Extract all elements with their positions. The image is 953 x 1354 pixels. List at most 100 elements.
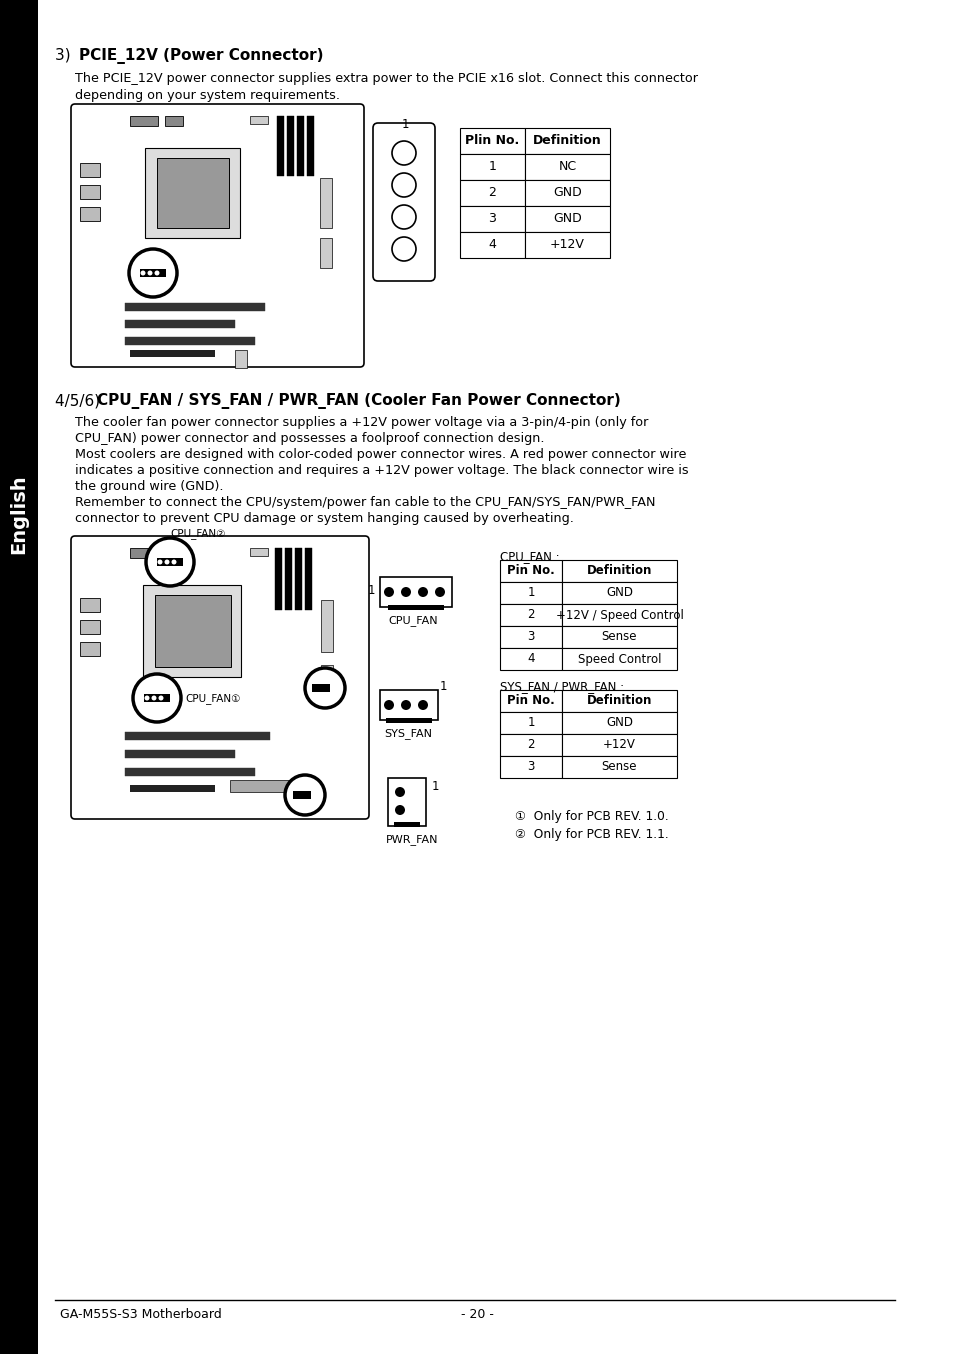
Text: ②  Only for PCB REV. 1.1.: ② Only for PCB REV. 1.1. [515, 829, 668, 841]
Bar [499, 582, 561, 604]
FancyBboxPatch shape [379, 691, 437, 720]
Circle shape [384, 588, 394, 597]
Text: GND: GND [553, 213, 581, 226]
Bar [125, 303, 265, 311]
Bar [125, 733, 270, 741]
Text: 2: 2 [527, 608, 535, 621]
Circle shape [154, 271, 159, 275]
Bar [0, 0, 38, 1354]
Bar [561, 691, 677, 712]
Text: Pin No.: Pin No. [507, 695, 555, 708]
Text: 2: 2 [488, 187, 496, 199]
Circle shape [158, 696, 163, 700]
FancyBboxPatch shape [71, 536, 369, 819]
Circle shape [395, 806, 405, 815]
Bar [130, 785, 214, 792]
Bar [499, 734, 561, 756]
Text: CPU_FAN②: CPU_FAN② [170, 528, 225, 539]
Circle shape [417, 588, 428, 597]
Bar [250, 116, 268, 125]
Circle shape [392, 173, 416, 196]
Bar [157, 158, 229, 227]
Text: depending on your system requirements.: depending on your system requirements. [75, 89, 339, 102]
Bar [394, 822, 419, 827]
Text: Speed Control: Speed Control [578, 653, 660, 666]
Circle shape [148, 271, 152, 275]
Text: CPU_FAN :: CPU_FAN : [499, 550, 559, 563]
Bar [285, 548, 292, 611]
Text: 1: 1 [432, 780, 439, 793]
Text: Definition: Definition [586, 695, 652, 708]
Bar [388, 605, 443, 611]
Circle shape [172, 559, 176, 565]
Bar [296, 116, 304, 176]
Text: 1: 1 [527, 586, 535, 600]
Bar [80, 207, 100, 221]
Circle shape [129, 249, 177, 297]
Circle shape [164, 559, 170, 565]
Bar [143, 585, 241, 677]
Text: 2: 2 [527, 738, 535, 751]
Text: The cooler fan power connector supplies a +12V power voltage via a 3-pin/4-pin (: The cooler fan power connector supplies … [75, 416, 648, 429]
Bar [459, 232, 524, 259]
Bar [154, 594, 231, 668]
Text: 3: 3 [527, 631, 534, 643]
Bar [125, 337, 254, 345]
Bar [499, 604, 561, 626]
Text: Pin No.: Pin No. [507, 565, 555, 578]
Text: Most coolers are designed with color-coded power connector wires. A red power co: Most coolers are designed with color-cod… [75, 448, 685, 460]
Bar [80, 162, 100, 177]
Bar [320, 665, 333, 680]
Circle shape [417, 700, 428, 709]
Circle shape [152, 696, 156, 700]
Circle shape [400, 588, 411, 597]
Bar [499, 712, 561, 734]
Bar [130, 116, 158, 126]
Text: the ground wire (GND).: the ground wire (GND). [75, 481, 223, 493]
Bar [320, 600, 333, 653]
Bar [157, 558, 183, 566]
Text: Sense: Sense [601, 631, 637, 643]
Circle shape [132, 674, 181, 722]
Circle shape [157, 559, 162, 565]
Bar [276, 116, 284, 176]
Bar [80, 185, 100, 199]
Bar [561, 649, 677, 670]
Text: +12V: +12V [602, 738, 636, 751]
Bar [294, 548, 302, 611]
Text: Definition: Definition [586, 565, 652, 578]
Bar [130, 548, 158, 558]
Text: GND: GND [605, 716, 633, 730]
Circle shape [146, 538, 193, 586]
Text: 4: 4 [488, 238, 496, 252]
Bar [524, 129, 609, 154]
Text: 1: 1 [527, 716, 535, 730]
Text: 3): 3) [55, 47, 80, 64]
Text: CPU_FAN: CPU_FAN [388, 615, 437, 626]
Bar [80, 620, 100, 634]
Bar [561, 604, 677, 626]
Bar [250, 548, 268, 556]
Text: SYS_FAN: SYS_FAN [384, 728, 432, 739]
Bar [386, 718, 432, 723]
Bar [459, 206, 524, 232]
Bar [145, 148, 240, 238]
Circle shape [400, 700, 411, 709]
Text: 3: 3 [527, 761, 534, 773]
Bar [130, 349, 214, 357]
Bar [499, 649, 561, 670]
Bar [319, 177, 332, 227]
Circle shape [395, 787, 405, 798]
Text: +12V: +12V [550, 238, 584, 252]
Bar [312, 684, 330, 692]
Bar [125, 750, 234, 758]
Text: +12V / Speed Control: +12V / Speed Control [555, 608, 682, 621]
Bar [234, 349, 247, 368]
Bar [307, 116, 314, 176]
Bar [499, 561, 561, 582]
Text: PCIE_12V (Power Connector): PCIE_12V (Power Connector) [79, 47, 323, 64]
Circle shape [384, 700, 394, 709]
Bar [144, 695, 170, 701]
Text: 1: 1 [439, 680, 447, 693]
Bar [459, 129, 524, 154]
